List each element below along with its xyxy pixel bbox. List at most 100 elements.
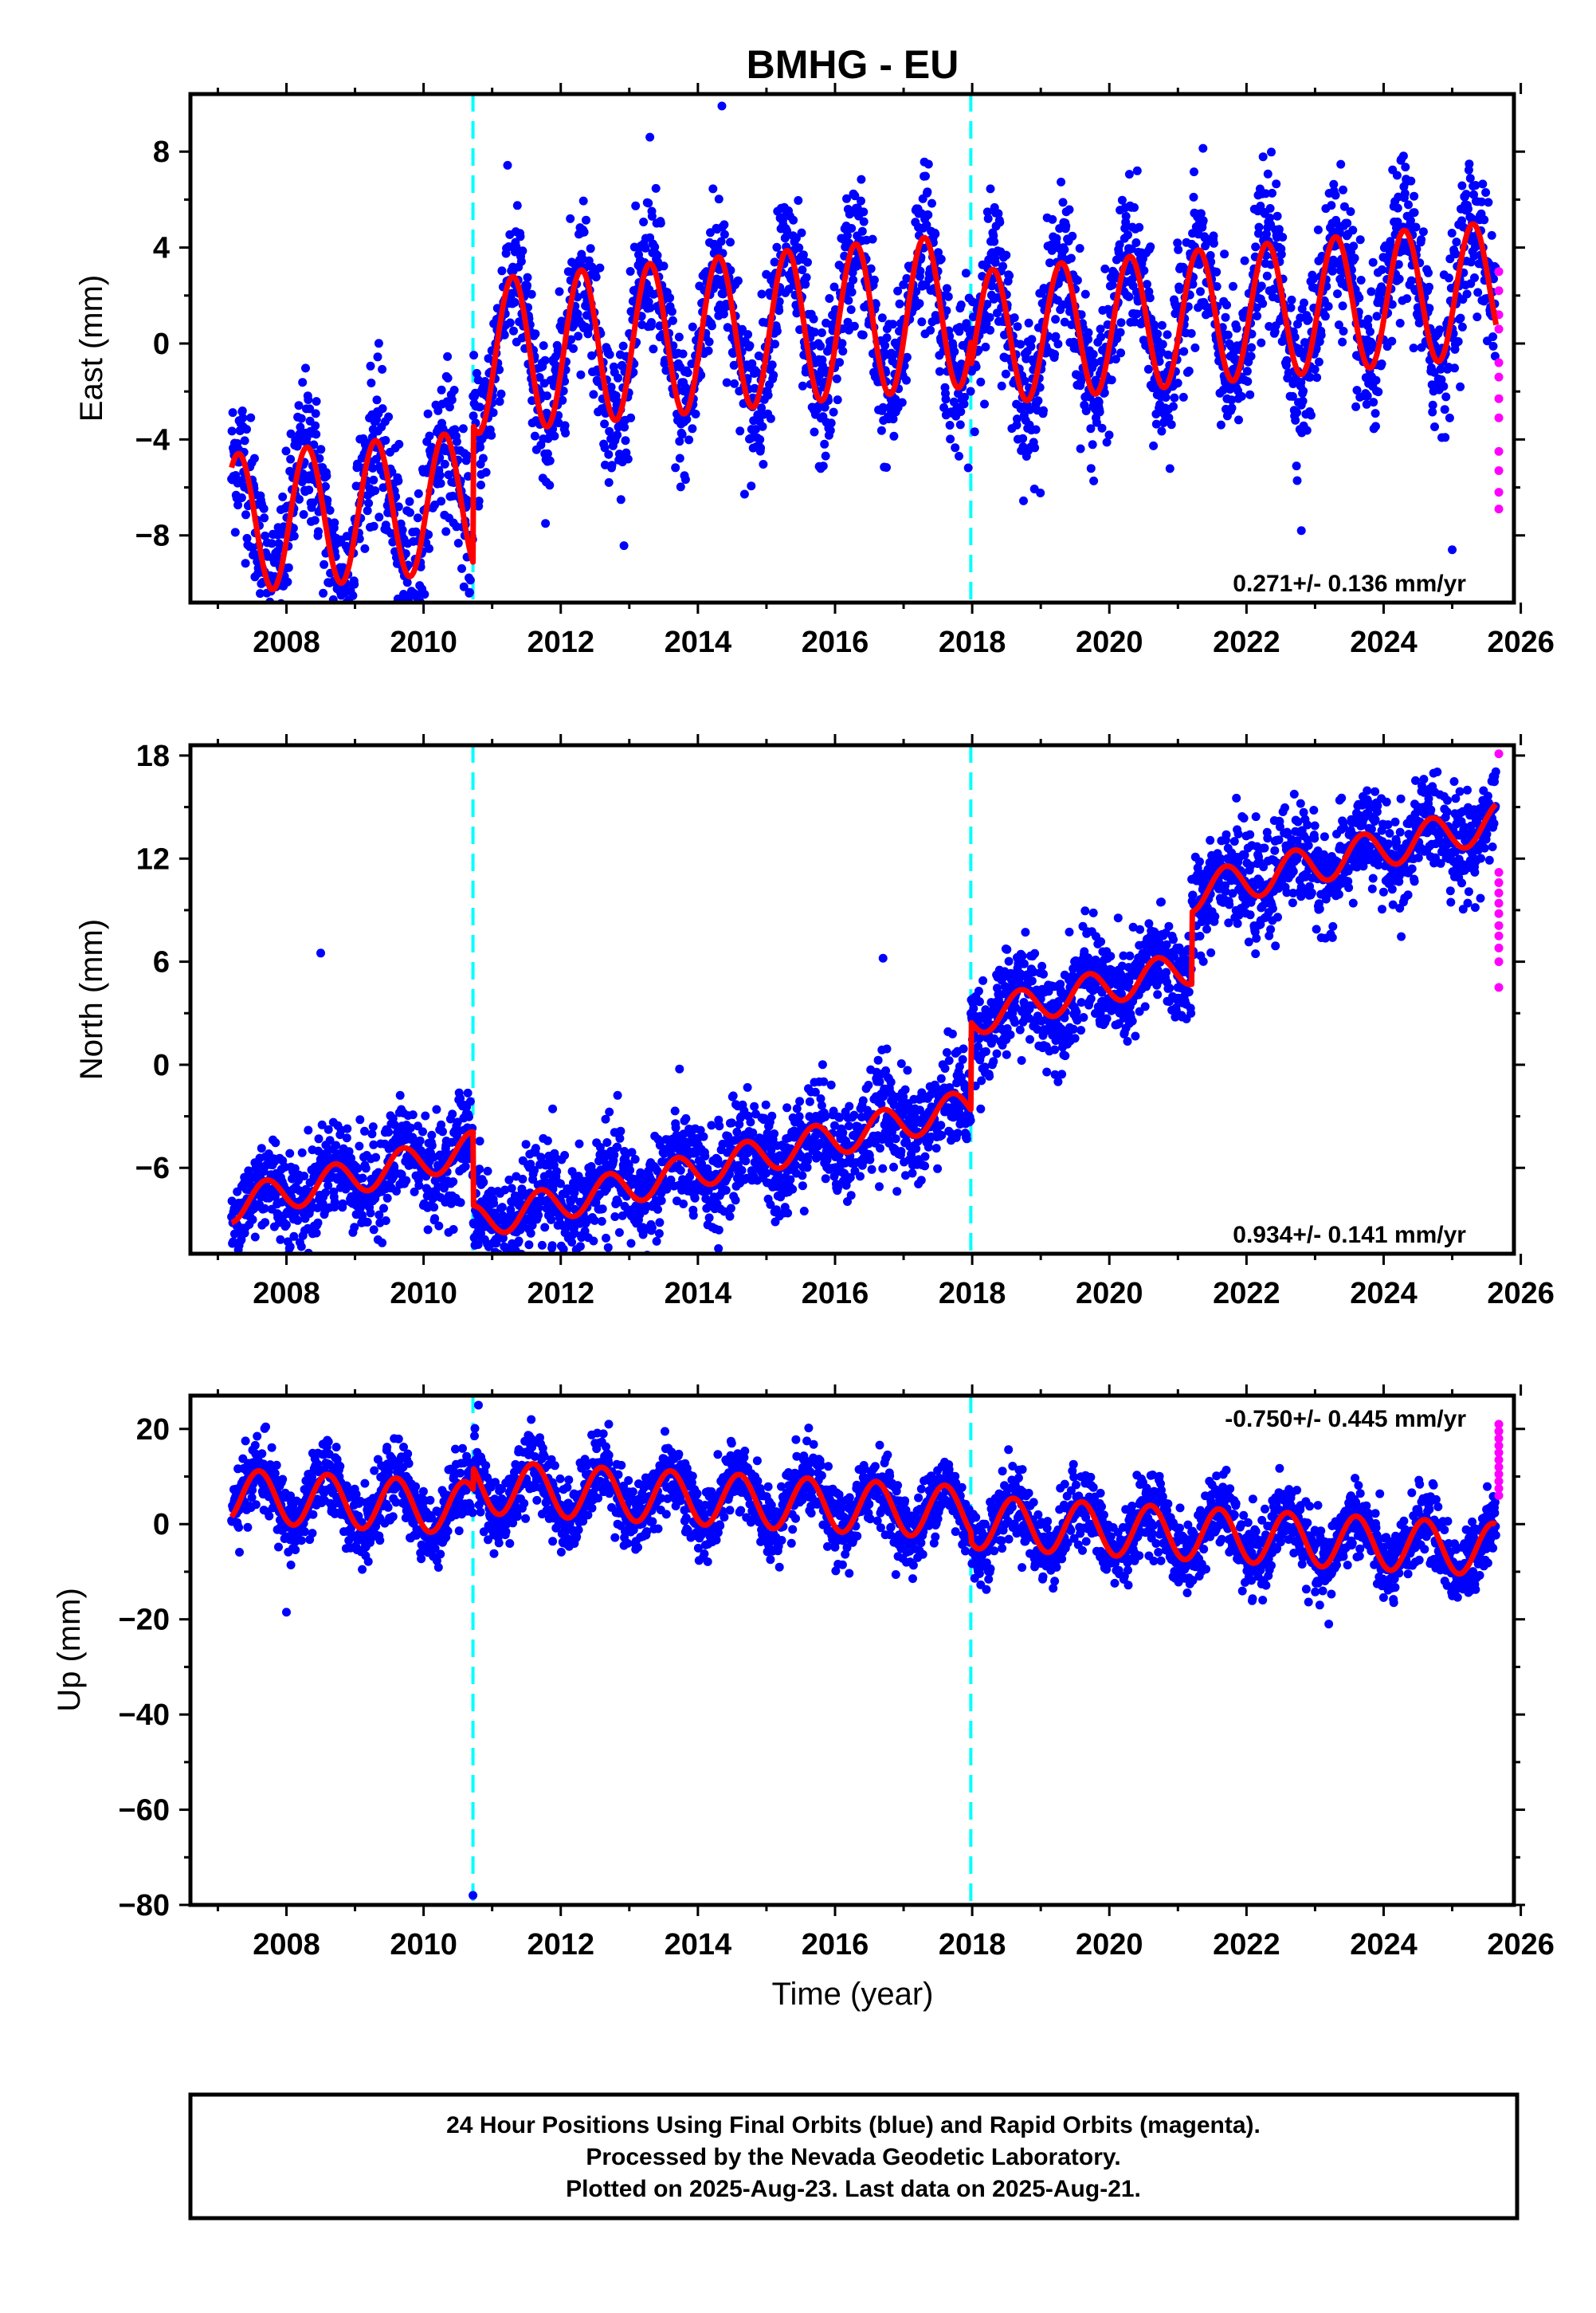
final-orbit-point (647, 1223, 657, 1232)
final-orbit-point (379, 1204, 388, 1213)
final-orbit-point (794, 243, 804, 253)
final-orbit-point (304, 395, 313, 404)
final-orbit-point (618, 341, 628, 351)
east-rate-label: 0.271+/- 0.136 mm/yr (1233, 571, 1466, 597)
final-orbit-point (1356, 276, 1366, 285)
final-orbit-point (406, 607, 415, 616)
final-orbit-point (537, 1240, 547, 1250)
final-orbit-point (413, 513, 422, 523)
final-orbit-point (414, 1180, 424, 1190)
final-orbit-point (378, 404, 387, 414)
final-orbit-point (1186, 328, 1196, 338)
final-orbit-point (394, 439, 404, 449)
final-orbit-point (1323, 301, 1333, 311)
final-orbit-point (825, 426, 835, 435)
final-orbit-point (1404, 200, 1413, 210)
final-orbit-point (358, 1173, 367, 1183)
final-orbit-point (888, 414, 898, 424)
final-orbit-point (1395, 319, 1405, 328)
final-orbit-point (688, 424, 697, 434)
final-orbit-point (720, 220, 729, 230)
final-orbit-point (605, 350, 614, 359)
final-orbit-point (1036, 489, 1045, 497)
final-orbit-point (560, 1151, 570, 1160)
final-orbit-point (324, 1125, 333, 1134)
final-orbit-outlier (717, 101, 727, 111)
final-orbit-point (261, 1218, 270, 1227)
final-orbit-point (1292, 461, 1301, 471)
final-orbit-point (838, 347, 848, 356)
final-orbit-point (1387, 336, 1397, 346)
final-orbit-point (704, 1213, 714, 1223)
final-orbit-point (386, 528, 396, 538)
final-orbit-point (547, 1241, 557, 1251)
final-orbit-point (679, 1200, 688, 1208)
final-orbit-point (1430, 422, 1439, 431)
final-orbit-point (230, 1275, 239, 1284)
final-orbit-point (238, 413, 248, 422)
final-orbit-point (1424, 268, 1433, 277)
final-orbit-point (1088, 440, 1097, 450)
final-orbit-point (321, 481, 330, 491)
final-orbit-point (1173, 238, 1182, 248)
final-orbit-point (616, 495, 625, 505)
y-tick-label: 8 (153, 135, 170, 169)
final-orbit-point (497, 1203, 507, 1212)
x-tick-label: 2018 (939, 626, 1006, 659)
final-orbit-point (231, 1260, 240, 1269)
final-orbit-point (677, 430, 687, 439)
final-orbit-point (500, 330, 509, 340)
final-orbit-point (976, 377, 986, 387)
final-orbit-point (480, 377, 490, 386)
final-orbit-point (757, 289, 767, 299)
final-orbit-point (347, 632, 355, 641)
final-orbit-point (1157, 348, 1166, 357)
final-orbit-point (756, 443, 766, 453)
final-orbit-point (990, 237, 999, 246)
final-orbit-point (1398, 151, 1408, 161)
final-orbit-point (1371, 375, 1381, 385)
final-orbit-point (1060, 245, 1069, 254)
final-orbit-point (902, 375, 911, 385)
final-orbit-point (653, 250, 662, 260)
final-orbit-point (877, 313, 887, 323)
final-orbit-point (997, 381, 1006, 391)
final-orbit-point (850, 191, 860, 201)
final-orbit-point (631, 201, 641, 210)
final-orbit-point (1428, 400, 1437, 410)
final-orbit-point (859, 217, 869, 226)
final-orbit-point (315, 454, 324, 463)
final-orbit-point (369, 1225, 378, 1235)
final-orbit-point (1033, 396, 1043, 406)
final-orbit-point (1116, 318, 1126, 328)
final-orbit-point (330, 518, 339, 528)
final-orbit-point (1302, 426, 1312, 435)
final-orbit-point (541, 519, 551, 528)
final-orbit-point (942, 306, 951, 316)
final-orbit-point (652, 1236, 661, 1246)
final-orbit-point (761, 1100, 771, 1109)
final-orbit-point (448, 1109, 457, 1119)
x-tick-label: 2008 (253, 626, 320, 659)
final-orbit-point (771, 340, 779, 349)
final-orbit-point (714, 1225, 723, 1235)
final-orbit-point (1092, 418, 1101, 427)
final-orbit-point (488, 408, 498, 418)
final-orbit-point (1025, 405, 1034, 414)
final-orbit-point (343, 1124, 352, 1133)
final-orbit-point (816, 341, 825, 351)
final-orbit-point (610, 1212, 620, 1221)
final-orbit-point (981, 342, 990, 351)
final-orbit-point (1393, 203, 1402, 213)
final-orbit-point (509, 326, 518, 336)
final-orbit-point (1169, 402, 1178, 411)
final-orbit-point (1111, 355, 1120, 364)
final-orbit-point (334, 609, 343, 618)
final-orbit-point (1190, 343, 1200, 352)
final-orbit-point (341, 610, 350, 619)
final-orbit-point (1026, 342, 1036, 351)
final-orbit-outlier (1296, 526, 1306, 536)
final-orbit-point (347, 612, 356, 621)
final-orbit-point (956, 407, 966, 416)
